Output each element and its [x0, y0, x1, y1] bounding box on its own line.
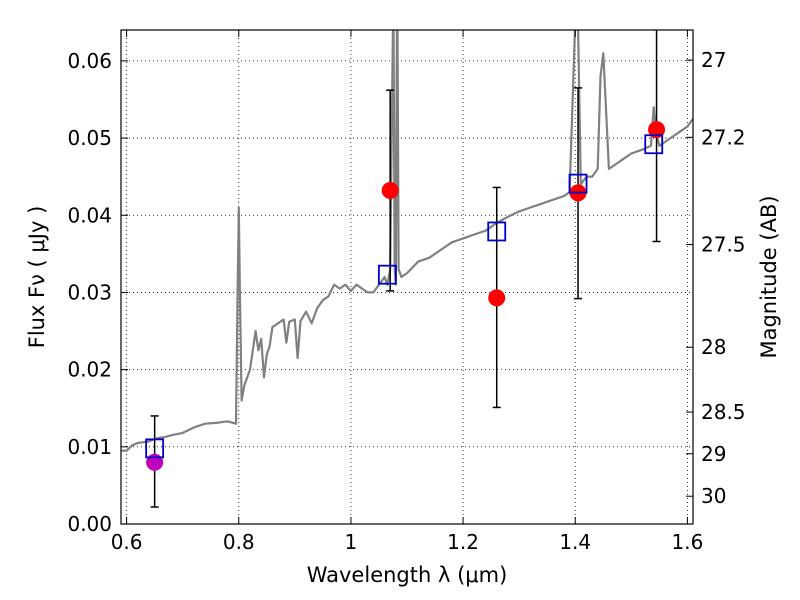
y-tick-label: 0.00 [67, 512, 112, 536]
model-spectrum-line [121, 30, 693, 452]
flux-point [381, 182, 399, 200]
model-photometry-square [145, 438, 165, 459]
y-tick-label: 0.03 [67, 280, 112, 304]
model-photometry-square [487, 221, 507, 242]
model-photometry-square [377, 264, 397, 285]
x-tick-label: 1.4 [559, 530, 591, 554]
y2-tick-label: 29 [701, 442, 726, 466]
model-photometry-square [568, 173, 588, 194]
x-axis-label: Wavelength λ (μm) [307, 563, 508, 587]
x-tick-label: 0.6 [111, 530, 143, 554]
y2-axis-label: Magnitude (AB) [757, 195, 781, 358]
flux-point [488, 289, 506, 307]
y2-tick-label: 27 [701, 48, 726, 72]
y-axis-label: Flux Fν ( μJy ) [25, 206, 49, 349]
plot-background [121, 30, 693, 524]
y2-tick-label: 28.5 [701, 400, 746, 424]
x-tick-label: 1.6 [671, 530, 703, 554]
y2-tick-label: 27.2 [701, 125, 746, 149]
x-tick-label: 1 [345, 530, 358, 554]
y-tick-label: 0.05 [67, 126, 112, 150]
axis-ticks [121, 30, 693, 525]
x-tick-label: 0.8 [223, 530, 255, 554]
plot-frame [120, 29, 694, 525]
y-tick-label: 0.01 [67, 435, 112, 459]
y2-tick-label: 28 [701, 335, 726, 359]
flux-point [648, 121, 666, 139]
x-tick-label: 1.2 [447, 530, 479, 554]
data-layer [121, 30, 693, 508]
y-tick-label: 0.06 [67, 49, 112, 73]
model-photometry-square [644, 134, 664, 155]
y2-tick-label: 30 [701, 484, 726, 508]
y-tick-label: 0.04 [67, 203, 112, 227]
y2-tick-label: 27.5 [701, 233, 746, 257]
y-tick-label: 0.02 [67, 358, 112, 382]
